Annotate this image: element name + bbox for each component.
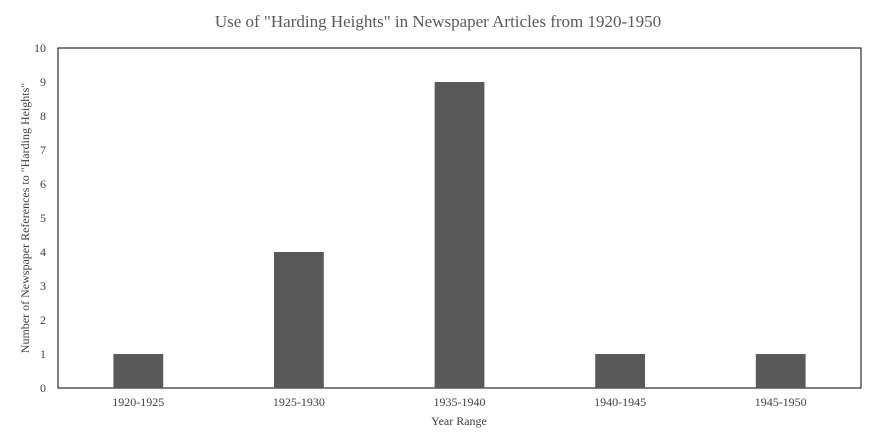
y-tick-label: 8 [40,109,46,123]
y-tick-label: 9 [40,75,46,89]
y-tick-label: 2 [40,313,46,327]
x-tick-label: 1925-1930 [273,395,325,409]
y-axis-label: Number of Newspaper References to "Hardi… [18,83,32,353]
y-tick-label: 10 [34,41,46,55]
y-tick-label: 3 [40,279,46,293]
x-axis-label: Year Range [431,414,487,428]
y-tick-label: 0 [40,381,46,395]
y-tick-label: 4 [40,245,46,259]
bar-1945-1950 [755,354,806,388]
x-tick-label: 1920-1925 [112,395,164,409]
bar-1920-1925 [113,354,164,388]
chart-title: Use of "Harding Heights" in Newspaper Ar… [215,12,661,31]
y-tick-label: 5 [40,211,46,225]
x-tick-label: 1935-1940 [434,395,486,409]
y-tick-label: 1 [40,347,46,361]
x-tick-labels: 1920-1925 1925-1930 1935-1940 1940-1945 1945… [112,395,806,409]
x-tick-label: 1945-1950 [755,395,807,409]
bar-1925-1930 [274,252,324,388]
bar-1935-1940 [434,82,485,388]
y-tick-label: 7 [40,143,46,157]
bars-group [113,82,806,388]
x-tick-label: 1940-1945 [594,395,646,409]
y-tick-labels: 0 1 2 3 4 5 6 7 8 9 10 [34,41,46,395]
bar-1940-1945 [595,354,645,388]
y-tick-label: 6 [40,177,46,191]
